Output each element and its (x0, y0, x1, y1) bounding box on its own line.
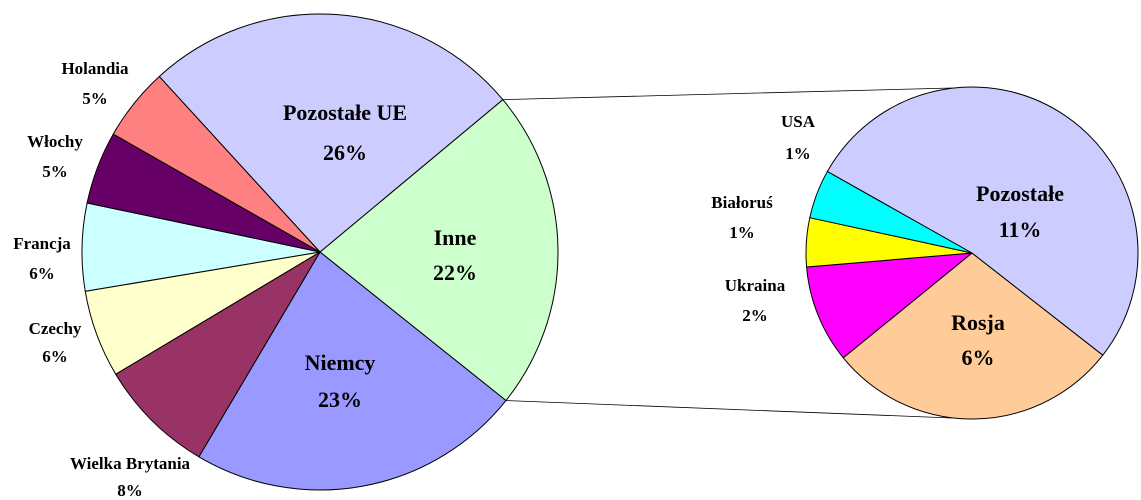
slice-label: Pozostałe UE (283, 100, 407, 125)
slice-label: Ukraina (725, 276, 786, 295)
slice-value-label: 5% (42, 162, 68, 181)
slice-label: Inne (434, 225, 477, 250)
slice-value-label: 1% (729, 223, 755, 242)
slice-value-label: 23% (318, 387, 362, 412)
slice-value-label: 8% (117, 481, 143, 500)
pie-slice (826, 86, 1139, 356)
slice-value-label: 26% (323, 140, 367, 165)
slice-label: Pozostałe (976, 181, 1064, 206)
pie-slice (158, 13, 504, 253)
slice-value-label: 6% (962, 345, 995, 370)
pie-slice (319, 98, 559, 402)
slice-label: USA (781, 112, 816, 131)
slice-label: Czechy (29, 319, 82, 338)
slice-value-label: 2% (742, 306, 768, 325)
slice-value-label: 5% (82, 89, 108, 108)
slice-value-label: 22% (433, 260, 477, 285)
slice-label: Białoruś (711, 193, 773, 212)
slice-label: Rosja (951, 310, 1005, 335)
slice-label: Włochy (27, 132, 83, 151)
pie-slice (806, 252, 974, 359)
pie-slice (198, 251, 507, 491)
slice-value-label: 11% (999, 217, 1042, 242)
connector-line (502, 87, 953, 101)
slice-value-label: 1% (785, 144, 811, 163)
slice-value-label: 6% (42, 347, 68, 366)
slice-label: Francja (13, 234, 71, 253)
pie-slice (842, 252, 1104, 420)
pie-slice (115, 251, 321, 458)
slice-value-label: 6% (29, 264, 55, 283)
slice-label: Wielka Brytania (70, 454, 191, 473)
slice-label: Niemcy (305, 350, 376, 375)
connector-line (505, 400, 953, 419)
slice-label: Holandia (61, 59, 129, 78)
